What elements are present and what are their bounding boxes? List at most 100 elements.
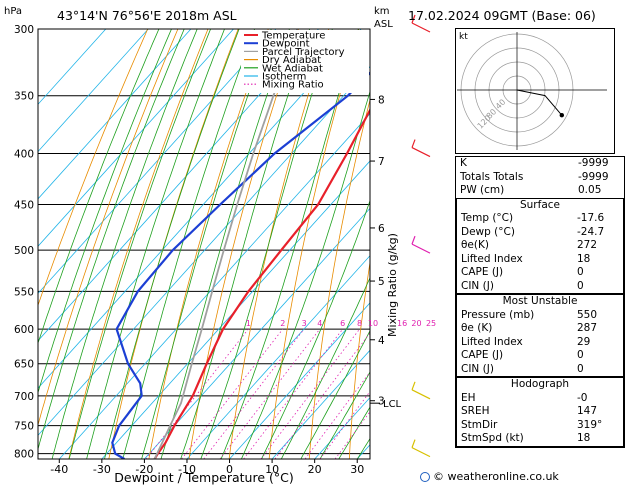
mixing-ratio-line — [145, 328, 249, 459]
k-index-row: K -9999 — [460, 157, 609, 169]
surface-title: Surface — [519, 198, 560, 211]
parameters-table: K -9999 Totals Totals -9999 PW (cm) 0.05 Su… — [455, 156, 625, 448]
mixing-ratio-label: 3 — [302, 319, 307, 328]
surface-value: 0 — [577, 279, 584, 292]
km-tick-label: 6 — [378, 223, 385, 235]
isotherm-line — [38, 29, 107, 105]
hodograph-section: Hodograph EH -0 SREH 147 StmDir 319° StmSpd (k… — [456, 377, 624, 447]
mixing-ratio-line — [243, 328, 344, 459]
wind-barb-flag — [411, 235, 416, 245]
mixing-ratio-line — [219, 328, 321, 459]
hodograph-trace — [516, 89, 563, 116]
hodograph-label: SREH — [461, 405, 490, 417]
mixing-ratio-line — [319, 390, 370, 459]
surface-row: Lifted Index 18 — [457, 253, 623, 267]
hodograph-row: EH -0 — [457, 392, 623, 406]
surface-value: 18 — [577, 252, 591, 265]
surface-row: Temp (°C) -17.6 — [457, 212, 623, 226]
wet-adiabat-line — [160, 29, 290, 459]
pressure-tick-label: 800 — [14, 449, 34, 461]
wind-barb — [411, 243, 431, 254]
isotherm-line — [186, 255, 370, 459]
x-tick-label: 20 — [308, 463, 322, 476]
dry-adiabat-line — [38, 29, 179, 427]
surface-value: 272 — [577, 239, 598, 251]
pressure-tick-label: 550 — [14, 286, 34, 298]
pressure-tick-label: 700 — [14, 391, 34, 403]
hodograph-value: 147 — [577, 405, 598, 417]
km-tick-label: 4 — [378, 335, 385, 347]
pressure-tick-label: 750 — [14, 421, 34, 433]
surface-row: CIN (J) 0 — [457, 280, 623, 294]
hodograph-storm-point — [559, 113, 564, 118]
wind-barb-flag — [411, 139, 416, 148]
hodograph-value: 319° — [577, 418, 603, 431]
wet-adiabat-line — [280, 276, 370, 459]
surface-label: θe(K) — [461, 239, 489, 251]
wet-adiabat-line — [104, 29, 240, 459]
isotherm-line — [38, 29, 149, 153]
series-line — [111, 71, 370, 459]
most-unstable-section: Most Unstable Pressure (mb) 550 θe (K) 287 L… — [456, 294, 624, 377]
mixing-ratio-line — [274, 332, 370, 459]
wind-barb — [411, 147, 431, 158]
mixing-ratio-line — [334, 411, 370, 459]
dry-adiabat-line — [68, 29, 209, 459]
mixing-ratio-line — [260, 328, 360, 459]
pressure-tick-label: 350 — [14, 91, 34, 103]
x-tick-label: 0 — [226, 463, 233, 476]
most-unstable-label: θe (K) — [461, 322, 493, 334]
surface-row: CAPE (J) 0 — [457, 266, 623, 280]
most-unstable-label: Pressure (mb) — [461, 308, 535, 321]
km-tick-label: 5 — [378, 276, 385, 288]
pressure-tick-label: 650 — [14, 359, 34, 371]
surface-label: CIN (J) — [461, 279, 494, 292]
most-unstable-row: CAPE (J) 0 — [457, 349, 623, 363]
legend-entry: Dewpoint — [262, 39, 310, 50]
pressure-tick-label: 400 — [14, 149, 34, 161]
legend-background — [241, 30, 369, 93]
most-unstable-row: θe (K) 287 — [457, 322, 623, 336]
hodograph-label: StmSpd (kt) — [461, 432, 524, 444]
mixing-ratio-line — [304, 371, 370, 459]
isotherm-line — [229, 302, 370, 459]
most-unstable-value: 550 — [577, 308, 598, 321]
pressure-tick-label: 600 — [14, 324, 34, 336]
lcl-label: LCL — [383, 399, 402, 410]
wind-barb — [411, 22, 431, 33]
most-unstable-title: Most Unstable — [502, 295, 578, 307]
x-tick-label: -20 — [135, 463, 153, 476]
footer-credit: © weatheronline.co.uk — [420, 470, 559, 483]
hodograph-title: Hodograph — [510, 378, 570, 390]
x-tick-label: 10 — [265, 463, 279, 476]
mixing-ratio-label: 4 — [317, 319, 322, 328]
series-line — [153, 107, 370, 459]
wind-barb — [411, 447, 431, 458]
hodograph-label: EH — [461, 391, 476, 404]
hodograph-unit-label: kt — [459, 32, 468, 42]
most-unstable-label: CIN (J) — [461, 362, 494, 375]
wet-adiabat-line — [261, 199, 370, 459]
pw-row: PW (cm) 0.05 — [460, 184, 602, 196]
mixing-ratio-label: 16 — [397, 319, 407, 328]
km-tick-label: 8 — [378, 94, 385, 106]
wind-barbs — [411, 14, 431, 458]
x-tick-label: -10 — [178, 463, 196, 476]
dry-adiabat-line — [148, 29, 269, 459]
wet-adiabat-line — [141, 29, 272, 459]
wet-adiabat-line — [86, 29, 225, 459]
surface-label: Dewp (°C) — [461, 225, 515, 238]
mixing-ratio-label: 10 — [368, 319, 378, 328]
hodograph-row: StmSpd (kt) 18 — [457, 432, 623, 446]
mixing-ratio-line — [181, 328, 284, 459]
dry-adiabat-line — [38, 29, 149, 307]
legend-entry: Dry Adiabat — [262, 55, 321, 66]
wind-barb-flag — [411, 381, 416, 391]
wet-adiabat-line — [122, 29, 255, 459]
km-unit-label: km — [374, 6, 390, 17]
wet-adiabat-line — [38, 29, 185, 451]
wet-adiabat-line — [38, 29, 160, 345]
pressure-tick-label: 450 — [14, 200, 34, 212]
most-unstable-value: 0 — [577, 362, 584, 375]
